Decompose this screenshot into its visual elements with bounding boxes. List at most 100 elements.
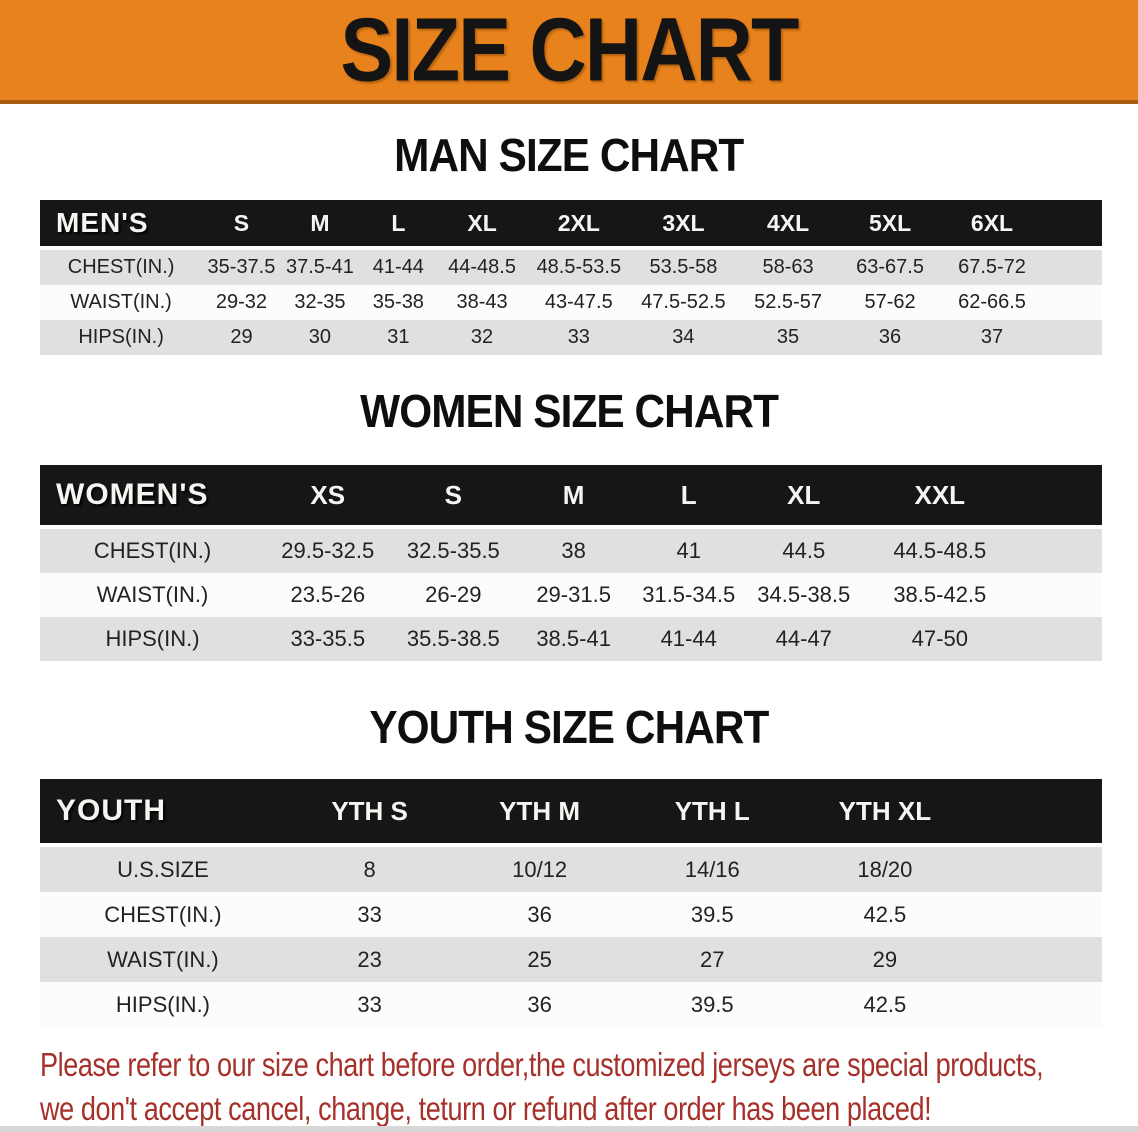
men-chart-title: MAN SIZE CHART (0, 129, 1138, 181)
size-value-cell: 38.5-42.5 (861, 573, 1019, 617)
size-value-cell: 35-37.5 (202, 248, 281, 285)
measure-row-label: WAIST(IN.) (40, 285, 203, 320)
size-value-cell: 29 (202, 320, 281, 355)
men-size-chart-section: MAN SIZE CHART MEN'S S M L XL 2XL 3XL 4XL 5XL 6XL… (0, 129, 1138, 355)
youth-header-label: YOUTH (40, 779, 286, 847)
size-value-cell: 29.5-32.5 (265, 527, 391, 573)
size-value-cell: 29 (798, 937, 972, 982)
disclaimer: Please refer to our size chart before or… (40, 1043, 1138, 1131)
size-value-cell: 32 (437, 320, 527, 355)
size-value-cell: 42.5 (798, 892, 972, 937)
table-row: HIPS(IN.) 29 30 31 32 33 34 35 36 37 (40, 320, 1102, 355)
size-value-cell: 33 (285, 892, 454, 937)
youth-chart-title-text: YOUTH SIZE CHART (369, 701, 769, 753)
size-value-cell: 35-38 (359, 285, 438, 320)
disclaimer-line-1: Please refer to our size chart before or… (40, 1046, 1044, 1083)
size-value-cell: 18/20 (798, 845, 972, 892)
size-value-cell: 35.5-38.5 (390, 617, 517, 661)
measure-row-label: CHEST(IN.) (40, 248, 203, 285)
spacer-cell (971, 845, 1102, 892)
size-column-header: YTH L (625, 779, 799, 847)
size-value-cell: 34 (631, 320, 736, 355)
size-value-cell: 32-35 (280, 285, 360, 320)
size-value-cell: 38-43 (437, 285, 527, 320)
size-value-cell: 30 (280, 320, 360, 355)
spacer-cell (1044, 200, 1102, 250)
size-value-cell: 31 (359, 320, 438, 355)
size-column-header: 5XL (840, 200, 940, 250)
size-column-header: XL (746, 465, 862, 529)
measure-row-label: HIPS(IN.) (40, 320, 203, 355)
disclaimer-line-2: we don't accept cancel, change, teturn o… (40, 1090, 932, 1127)
measure-row-label: WAIST(IN.) (40, 937, 286, 982)
size-value-cell: 47-50 (861, 617, 1019, 661)
size-value-cell: 26-29 (390, 573, 517, 617)
women-size-table-grid: WOMEN'S XS S M L XL XXL CHEST(IN.) 29.5-32.5 32.5… (40, 465, 1102, 661)
size-value-cell: 31.5-34.5 (631, 573, 747, 617)
size-column-header: 2XL (526, 200, 632, 250)
table-row: CHEST(IN.) 29.5-32.5 32.5-35.5 38 41 44.5 44.5… (40, 527, 1102, 573)
size-value-cell: 23.5-26 (265, 573, 391, 617)
size-value-cell: 8 (285, 845, 454, 892)
men-size-table: MEN'S S M L XL 2XL 3XL 4XL 5XL 6XL CHEST(IN.) 35-37… (40, 200, 1102, 355)
spacer-cell (971, 779, 1102, 847)
table-row: HIPS(IN.) 33 36 39.5 42.5 (40, 982, 1102, 1027)
measure-row-label: WAIST(IN.) (40, 573, 265, 617)
size-column-header: 4XL (735, 200, 841, 250)
size-column-header: 6XL (939, 200, 1045, 250)
measure-row-label: CHEST(IN.) (40, 892, 286, 937)
size-column-header: XS (265, 465, 391, 529)
measure-row-label: HIPS(IN.) (40, 982, 286, 1027)
table-header-row: YOUTH YTH S YTH M YTH L YTH XL (40, 779, 1102, 847)
spacer-cell (1044, 248, 1102, 285)
size-column-header: L (359, 200, 438, 250)
size-column-header: S (390, 465, 517, 529)
women-size-table: WOMEN'S XS S M L XL XXL CHEST(IN.) 29.5-32.5 32.5… (40, 465, 1102, 661)
size-value-cell: 47.5-52.5 (631, 285, 736, 320)
men-chart-title-text: MAN SIZE CHART (394, 129, 744, 181)
size-value-cell: 33 (526, 320, 632, 355)
table-row: WAIST(IN.) 23.5-26 26-29 29-31.5 31.5-34.5 34… (40, 573, 1102, 617)
youth-size-table-grid: YOUTH YTH S YTH M YTH L YTH XL U.S.SIZE 8 10/12… (40, 779, 1102, 1027)
size-value-cell: 14/16 (625, 845, 799, 892)
size-value-cell: 44-48.5 (437, 248, 527, 285)
size-value-cell: 38.5-41 (516, 617, 632, 661)
size-value-cell: 57-62 (840, 285, 940, 320)
table-row: CHEST(IN.) 35-37.5 37.5-41 41-44 44-48.5 48.5… (40, 248, 1102, 285)
size-value-cell: 27 (625, 937, 799, 982)
size-value-cell: 44.5-48.5 (861, 527, 1019, 573)
women-header-label: WOMEN'S (40, 465, 265, 529)
size-value-cell: 36 (453, 892, 626, 937)
men-size-table-grid: MEN'S S M L XL 2XL 3XL 4XL 5XL 6XL CHEST(IN.) 35-37… (40, 200, 1102, 355)
size-column-header: YTH XL (798, 779, 972, 847)
size-column-header: 3XL (631, 200, 736, 250)
table-row: WAIST(IN.) 23 25 27 29 (40, 937, 1102, 982)
size-value-cell: 36 (453, 982, 626, 1027)
size-value-cell: 42.5 (798, 982, 972, 1027)
size-value-cell: 29-31.5 (516, 573, 632, 617)
size-value-cell: 33 (285, 982, 454, 1027)
spacer-cell (971, 982, 1102, 1027)
size-value-cell: 37 (939, 320, 1045, 355)
table-row: U.S.SIZE 8 10/12 14/16 18/20 (40, 845, 1102, 892)
size-value-cell: 41-44 (359, 248, 438, 285)
bottom-edge-strip (0, 1126, 1138, 1132)
measure-row-label: U.S.SIZE (40, 845, 286, 892)
size-value-cell: 52.5-57 (735, 285, 841, 320)
men-header-label: MEN'S (40, 200, 203, 250)
size-value-cell: 23 (285, 937, 454, 982)
size-column-header: YTH S (285, 779, 454, 847)
size-value-cell: 58-63 (735, 248, 841, 285)
spacer-cell (1044, 285, 1102, 320)
size-value-cell: 63-67.5 (840, 248, 940, 285)
size-value-cell: 44.5 (746, 527, 862, 573)
size-value-cell: 43-47.5 (526, 285, 632, 320)
table-header-row: WOMEN'S XS S M L XL XXL (40, 465, 1102, 529)
size-column-header: YTH M (453, 779, 626, 847)
women-chart-title: WOMEN SIZE CHART (0, 385, 1138, 437)
table-row: WAIST(IN.) 29-32 32-35 35-38 38-43 43-47.5 47.… (40, 285, 1102, 320)
spacer-cell (1018, 465, 1102, 529)
youth-chart-title: YOUTH SIZE CHART (0, 701, 1138, 753)
size-value-cell: 29-32 (202, 285, 281, 320)
size-value-cell: 39.5 (625, 892, 799, 937)
